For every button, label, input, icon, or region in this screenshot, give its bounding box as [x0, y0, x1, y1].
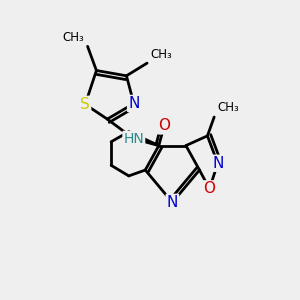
Text: N: N	[167, 195, 178, 210]
Text: N: N	[128, 96, 140, 111]
Text: HN: HN	[123, 132, 144, 146]
Text: CH₃: CH₃	[62, 31, 84, 44]
Text: N: N	[212, 156, 224, 171]
Text: O: O	[158, 118, 170, 134]
Text: O: O	[203, 182, 215, 196]
Text: CH₃: CH₃	[151, 48, 172, 61]
Text: CH₃: CH₃	[217, 101, 239, 114]
Text: S: S	[80, 97, 90, 112]
